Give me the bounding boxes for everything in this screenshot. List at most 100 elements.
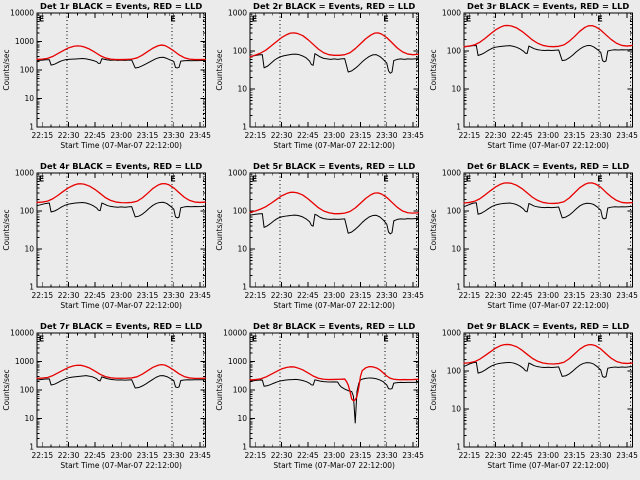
- x-tick-label: 23:15: [563, 451, 585, 460]
- series-events-line: [249, 377, 420, 424]
- flag-E-marker: E: [597, 15, 602, 24]
- axes-box: [36, 12, 206, 128]
- x-tick-label: 23:15: [137, 131, 159, 140]
- chart-title: Det 2r BLACK = Events, RED = LLD: [253, 1, 415, 11]
- chart-svg-det-4r: Det 4r BLACK = Events, RED = LLD 1 10 100 10…: [2, 161, 211, 310]
- axes-box: [249, 332, 420, 448]
- x-tick-label: 23:30: [163, 291, 185, 300]
- y-tick-label: 10: [24, 245, 34, 254]
- y-tick-label: 10: [24, 414, 34, 423]
- x-axis-title: Start Time (07-Mar-07 22:12:00): [60, 461, 182, 470]
- y-tick-label: 10: [238, 414, 248, 423]
- axis-ticks: [37, 173, 206, 287]
- series-events-line: [463, 202, 633, 220]
- x-tick-label: 22:45: [511, 291, 533, 300]
- x-tick-label: 23:00: [537, 131, 559, 140]
- x-tick-label: 23:00: [110, 451, 132, 460]
- x-tick-label: 22:45: [84, 451, 106, 460]
- y-tick-label: 10: [451, 245, 461, 254]
- chart-title: Det 5r BLACK = Events, RED = LLD: [253, 161, 415, 171]
- chart-title: Det 6r BLACK = Events, RED = LLD: [467, 161, 629, 171]
- x-tick-label: 23:30: [590, 131, 612, 140]
- x-tick-label: 22:15: [31, 131, 53, 140]
- axis-ticks: [463, 173, 632, 287]
- x-axis-title: Start Time (07-Mar-07 22:12:00): [487, 301, 609, 310]
- x-tick-label: 23:00: [110, 291, 132, 300]
- y-tick-label: 100: [446, 367, 461, 376]
- x-tick-label: 22:15: [458, 131, 480, 140]
- axis-ticks: [37, 13, 206, 127]
- series-lld-line: [463, 343, 633, 365]
- series-events-line: [463, 361, 633, 378]
- y-tick-label: 100: [446, 47, 461, 56]
- y-axis-title: Counts/sec: [215, 209, 224, 250]
- x-tick-label: 23:15: [137, 451, 159, 460]
- x-tick-label: 23:45: [616, 131, 638, 140]
- panel-det-5r: Det 5r BLACK = Events, RED = LLD 1 10 100 10…: [213, 160, 426, 320]
- axis-ticks: [250, 13, 419, 127]
- flag-E-marker: E: [597, 335, 602, 344]
- y-tick-label: 10000: [10, 329, 34, 338]
- series-events-line: [249, 213, 420, 235]
- series-lld-line: [36, 364, 206, 380]
- x-tick-label: 23:45: [616, 291, 638, 300]
- axis-ticks: [250, 333, 419, 447]
- x-tick-label: 23:00: [110, 131, 132, 140]
- axes-box: [249, 172, 420, 288]
- flag-E-marker: E: [384, 15, 389, 24]
- panel-det-7r: Det 7r BLACK = Events, RED = LLD 1 10 100 10…: [0, 320, 213, 480]
- x-tick-label: 23:15: [350, 131, 372, 140]
- x-axis-title: Start Time (07-Mar-07 22:12:00): [487, 141, 609, 150]
- y-tick-label: 1: [456, 123, 461, 132]
- y-axis-title: Counts/sec: [215, 369, 224, 410]
- series-lld-line: [249, 32, 420, 58]
- x-tick-label: 22:45: [511, 451, 533, 460]
- y-tick-label: 1000: [442, 169, 461, 178]
- x-tick-label: 22:15: [245, 291, 267, 300]
- chart-title: Det 9r BLACK = Events, RED = LLD: [467, 321, 629, 331]
- y-tick-label: 100: [20, 386, 35, 395]
- y-tick-label: 1: [29, 283, 34, 292]
- y-tick-label: 1: [29, 443, 34, 452]
- axis-ticks: [463, 13, 632, 127]
- axis-ticks: [250, 173, 419, 287]
- axes-box: [36, 332, 206, 448]
- y-axis-title: Counts/sec: [429, 49, 438, 90]
- chart-title: Det 3r BLACK = Events, RED = LLD: [467, 1, 629, 11]
- x-tick-label: 22:30: [484, 451, 506, 460]
- y-tick-label: 1000: [15, 357, 34, 366]
- series-lld-line: [249, 365, 420, 402]
- series-events-line: [249, 53, 420, 74]
- x-tick-label: 23:15: [563, 131, 585, 140]
- x-tick-label: 22:15: [458, 451, 480, 460]
- x-tick-label: 23:00: [537, 291, 559, 300]
- x-tick-label: 23:30: [163, 451, 185, 460]
- y-tick-label: 1: [456, 283, 461, 292]
- flag-E-marker: E: [465, 175, 470, 184]
- series-events-line: [463, 44, 633, 63]
- x-tick-label: 22:45: [297, 291, 319, 300]
- y-tick-label: 100: [233, 47, 248, 56]
- x-axis-title: Start Time (07-Mar-07 22:12:00): [274, 301, 396, 310]
- series-events-line: [36, 201, 206, 219]
- x-tick-label: 23:00: [537, 451, 559, 460]
- x-tick-label: 22:15: [31, 291, 53, 300]
- x-tick-label: 23:45: [403, 291, 425, 300]
- y-tick-label: 1: [243, 123, 248, 132]
- chart-svg-det-2r: Det 2r BLACK = Events, RED = LLD 1 10 100 10…: [215, 1, 424, 150]
- flag-E-marker: E: [39, 335, 44, 344]
- x-tick-label: 23:45: [616, 451, 638, 460]
- y-tick-label: 100: [20, 207, 35, 216]
- flag-E-marker: E: [39, 175, 44, 184]
- y-tick-label: 1: [456, 443, 461, 452]
- x-tick-label: 23:30: [376, 131, 398, 140]
- axes-box: [463, 172, 633, 288]
- y-tick-label: 1: [29, 123, 34, 132]
- panel-det-6r: Det 6r BLACK = Events, RED = LLD 1 10 100 10…: [427, 160, 640, 320]
- y-tick-label: 1000: [442, 329, 461, 338]
- x-tick-label: 22:45: [84, 291, 106, 300]
- y-tick-label: 10000: [224, 329, 248, 338]
- axes-box: [463, 12, 633, 128]
